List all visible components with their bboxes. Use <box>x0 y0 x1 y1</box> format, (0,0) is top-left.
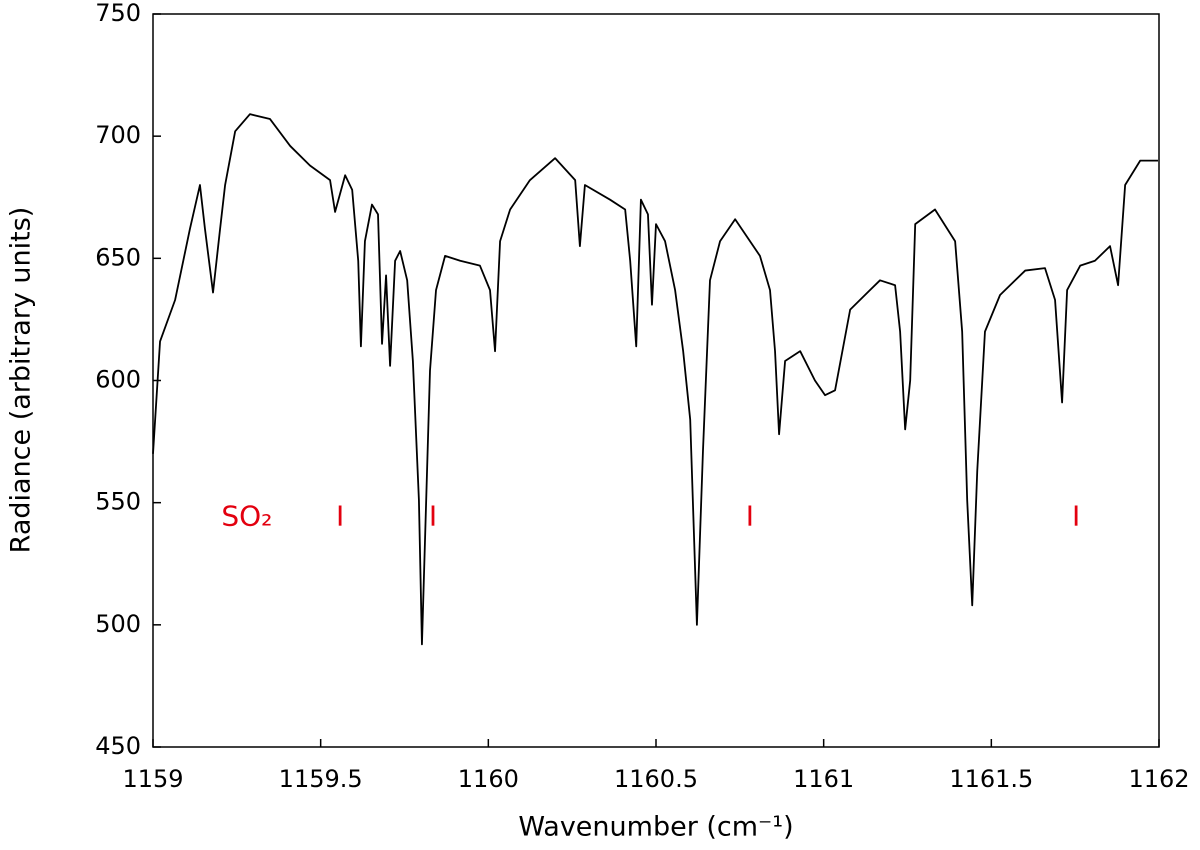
y-tick-label: 600 <box>95 366 141 394</box>
x-tick-label: 1159.5 <box>279 765 363 793</box>
annotation: I <box>746 499 754 532</box>
y-tick-label: 500 <box>95 610 141 638</box>
y-tick-label: 750 <box>95 0 141 27</box>
y-tick-label: 700 <box>95 121 141 149</box>
y-axis-label: Radiance (arbitrary units) <box>6 207 37 554</box>
annotation: I <box>429 499 437 532</box>
annotation: I <box>1072 499 1080 532</box>
x-tick-label: 1161 <box>793 765 854 793</box>
plot-frame <box>152 13 1160 748</box>
x-tick-label: 1160.5 <box>614 765 698 793</box>
x-axis-label: Wavenumber (cm⁻¹) <box>518 812 793 843</box>
y-tick-label: 650 <box>95 243 141 271</box>
y-tick-label: 550 <box>95 488 141 516</box>
y-tick-label: 450 <box>95 732 141 760</box>
spectrum-line <box>152 113 1158 646</box>
x-tick-label: 1160 <box>458 765 519 793</box>
x-tick-label: 1159 <box>122 765 183 793</box>
annotation: I <box>336 499 344 532</box>
annotation: SO₂ <box>221 499 272 532</box>
x-tick-label: 1162 <box>1128 765 1189 793</box>
x-tick-label: 1161.5 <box>949 765 1033 793</box>
